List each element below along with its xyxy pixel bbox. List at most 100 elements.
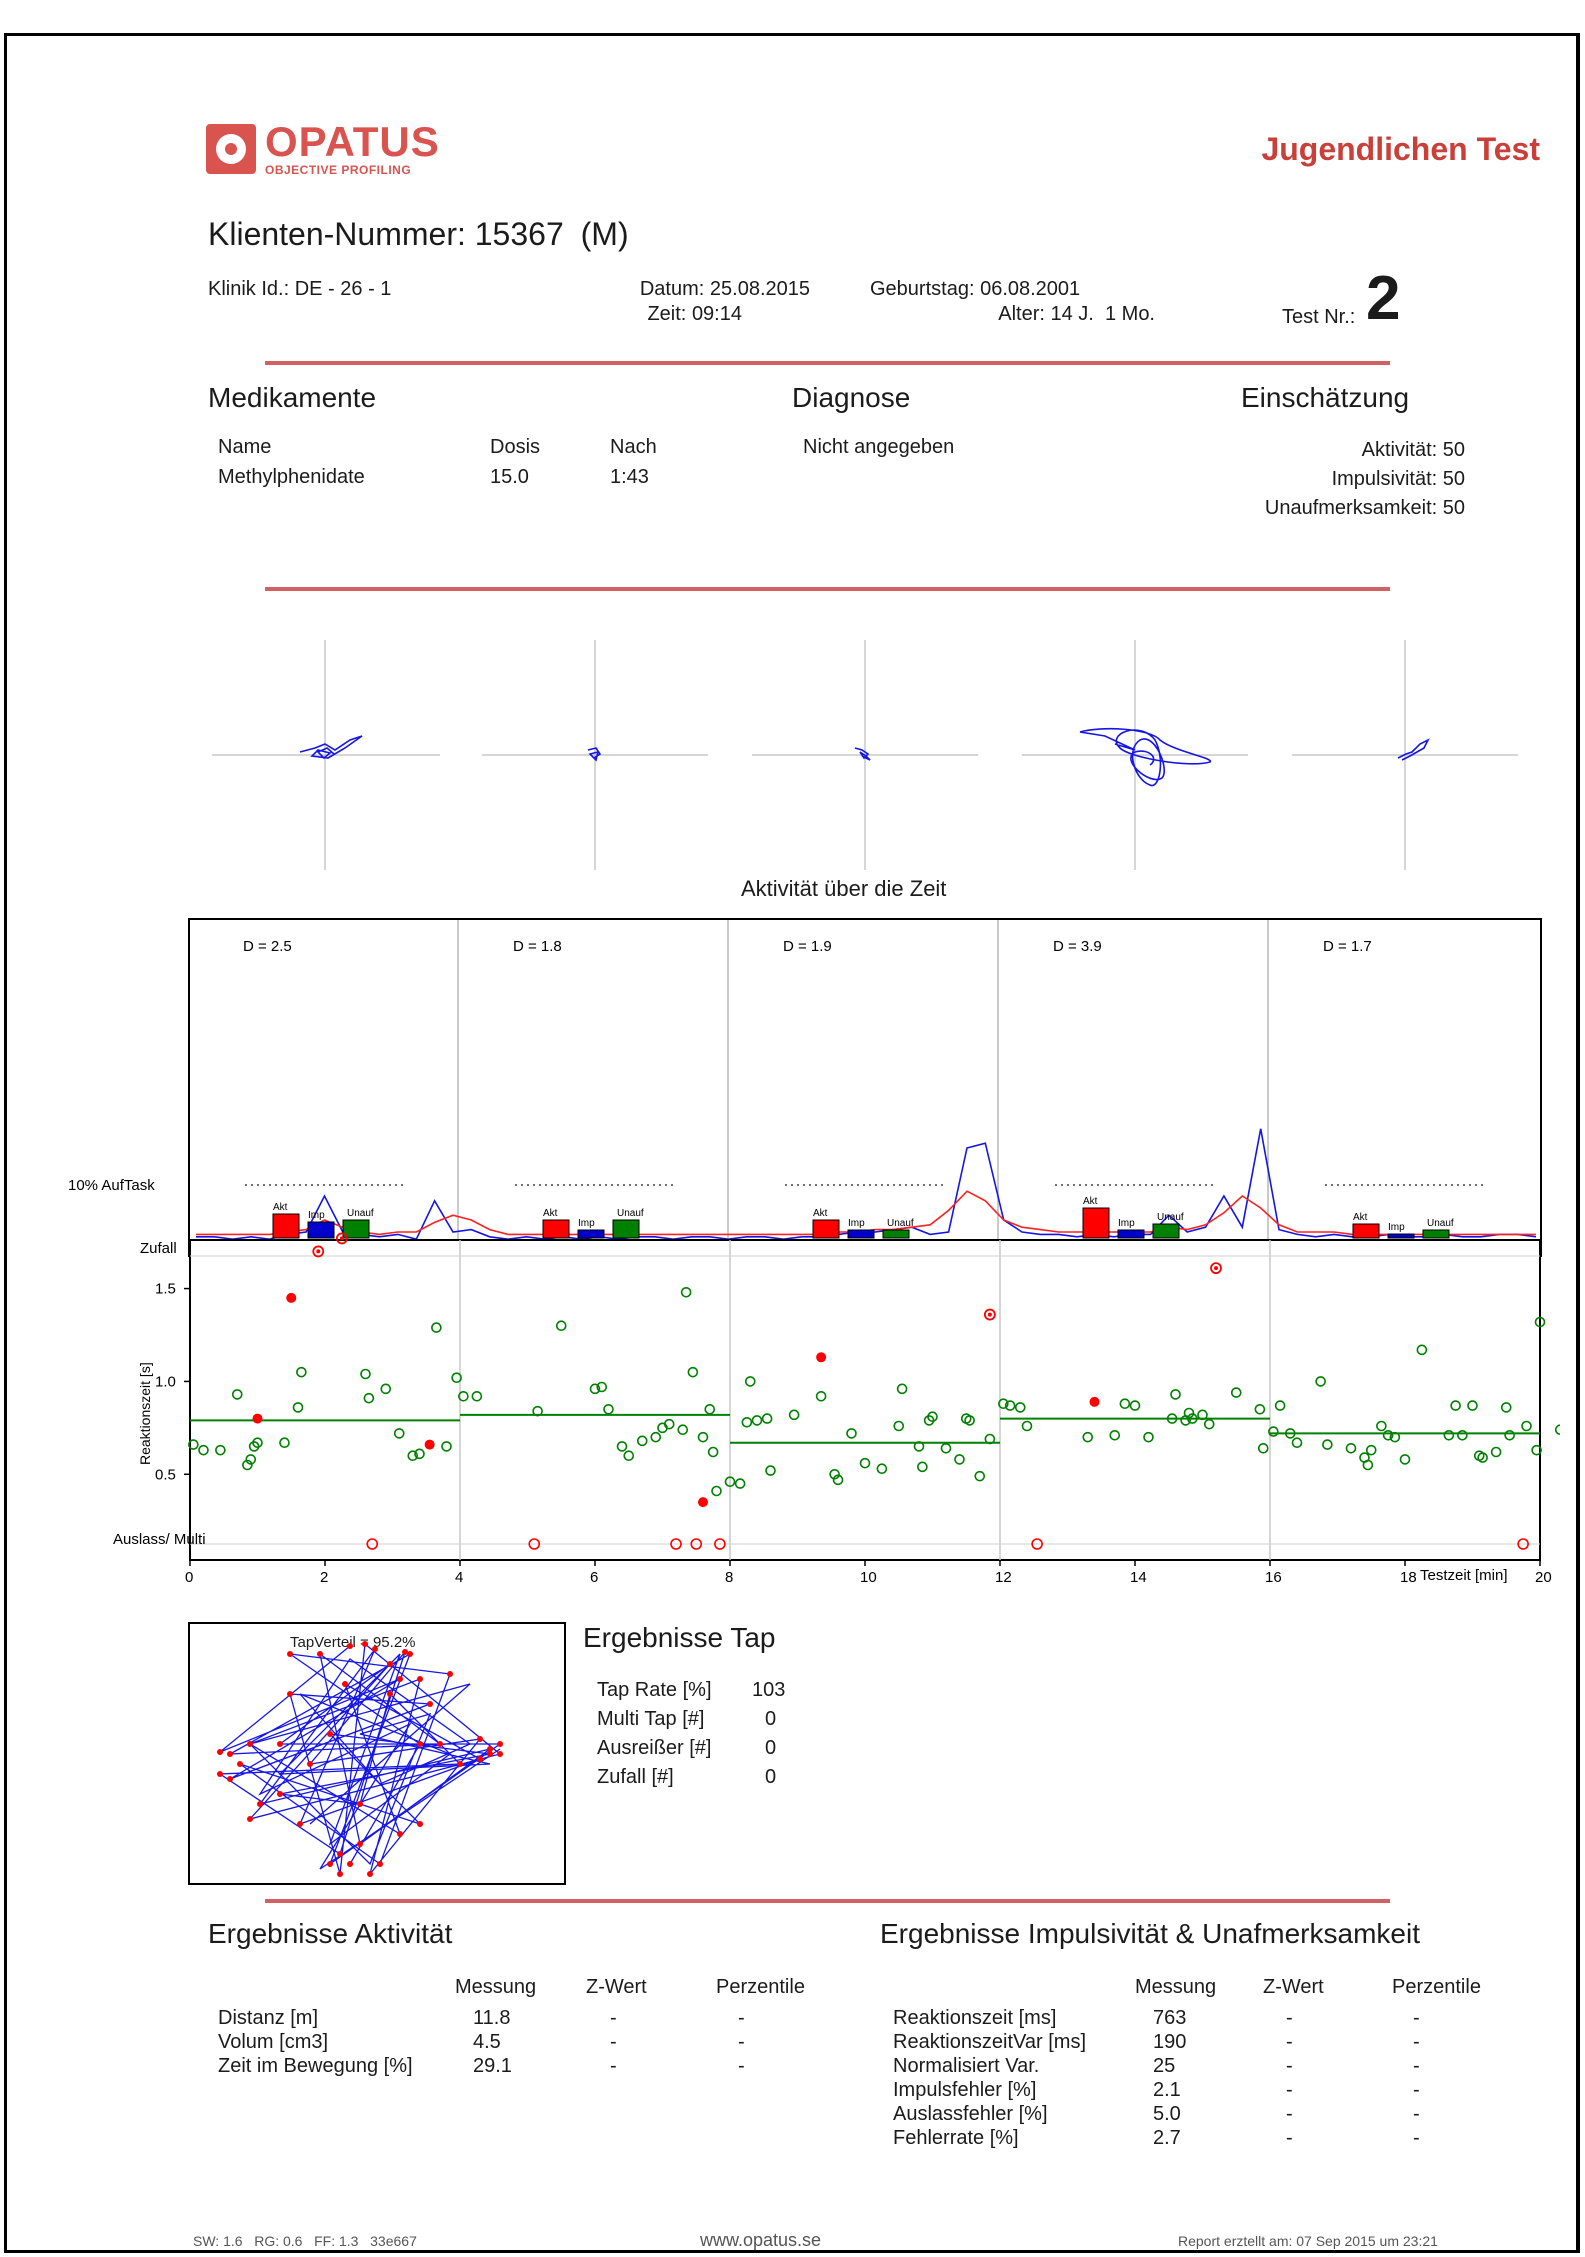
correct-response-point xyxy=(1376,1420,1387,1432)
tap-point xyxy=(417,1741,423,1747)
date-value: 25.08.2015 xyxy=(709,278,810,300)
impulse-error-point xyxy=(252,1413,263,1424)
brand-subtitle: OBJECTIVE PROFILING xyxy=(265,163,412,177)
assessment-value: 50 xyxy=(1442,439,1465,461)
assessment-value: 50 xyxy=(1442,497,1465,519)
correct-response-point xyxy=(829,1468,840,1480)
correct-response-point xyxy=(363,1392,375,1404)
movement-trace xyxy=(854,747,871,761)
assessment-row: Impulsivität: 50 xyxy=(1100,465,1465,494)
x-tick-label: 10 xyxy=(860,1569,877,1585)
correct-response-point xyxy=(697,1431,709,1443)
divider xyxy=(265,1899,1390,1903)
correct-response-point xyxy=(1291,1437,1303,1449)
tap-point xyxy=(337,1871,343,1877)
tap-point xyxy=(407,1651,413,1657)
result-z-value: - xyxy=(1286,2007,1293,2029)
med-dose: 15.0 xyxy=(490,466,529,488)
result-percentile: - xyxy=(1413,2055,1420,2077)
tap-label: Zufall [#] xyxy=(597,1766,674,1788)
tap-label: Tap Rate [%] xyxy=(597,1679,712,1701)
correct-response-point xyxy=(451,1372,462,1384)
omission-point xyxy=(1517,1538,1529,1550)
correct-response-point xyxy=(761,1413,773,1424)
tap-point xyxy=(317,1651,323,1657)
tap-value: 103 xyxy=(752,1679,786,1701)
bar-label: Unauf xyxy=(1427,1218,1454,1229)
correct-response-point xyxy=(998,1398,1009,1410)
result-percentile: - xyxy=(1413,2127,1420,2149)
correct-response-point xyxy=(1014,1402,1026,1413)
clinic-label: Klinik Id.: xyxy=(208,278,290,300)
assessment-row: Unaufmerksamkeit: 50 xyxy=(1100,494,1465,523)
random-response-point xyxy=(983,1308,996,1321)
movement-trace xyxy=(1079,727,1211,787)
result-measure: 11.8 xyxy=(473,2007,511,2029)
correct-response-point xyxy=(471,1390,483,1402)
correct-response-point xyxy=(893,1420,905,1432)
age-row: Alter: 14 J. 1 Mo. xyxy=(880,303,1155,326)
correct-response-point xyxy=(724,1476,736,1488)
correct-response-point xyxy=(954,1454,965,1465)
impulse-error-point xyxy=(1089,1396,1100,1407)
correct-response-point xyxy=(940,1442,952,1454)
correct-response-point xyxy=(589,1383,601,1395)
age-value: 14 J. 1 Mo. xyxy=(1050,303,1156,325)
result-z-value: - xyxy=(1286,2031,1293,2053)
tap-scatter xyxy=(217,1641,503,1877)
correct-response-point xyxy=(1187,1413,1198,1424)
correct-response-point xyxy=(680,1286,692,1298)
bar-imp xyxy=(307,1221,335,1239)
tap-point xyxy=(497,1741,503,1747)
correct-response-point xyxy=(231,1389,243,1400)
tap-point xyxy=(247,1816,253,1822)
impulse-error-point xyxy=(424,1439,435,1450)
x-tick-label: 14 xyxy=(1130,1569,1147,1585)
result-measure: 29.1 xyxy=(473,2055,512,2077)
correct-response-point xyxy=(687,1366,699,1378)
result-percentile: - xyxy=(738,2031,745,2053)
correct-response-point xyxy=(744,1376,756,1387)
activity-time-chart: D = 2.5 D = 1.8 D = 1.9 D = 3.9 D = 1.7 xyxy=(188,918,1542,1257)
tap-point xyxy=(417,1821,423,1827)
clinic-id-row: Klinik Id.: DE - 26 - 1 xyxy=(208,278,391,301)
plot-frame xyxy=(189,1239,1541,1561)
random-response-point xyxy=(1210,1262,1222,1275)
movement-trace xyxy=(587,747,602,762)
tap-point xyxy=(337,1851,343,1857)
tap-point xyxy=(342,1681,348,1687)
report-title: Jugendlichen Test xyxy=(1261,131,1540,167)
result-label: Fehlerrate [%] xyxy=(893,2127,1019,2149)
tap-point xyxy=(387,1661,393,1667)
movement-patterns xyxy=(212,640,1518,870)
medication-title: Medikamente xyxy=(208,382,377,413)
tap-point xyxy=(327,1731,333,1737)
result-measure: 2.7 xyxy=(1153,2127,1181,2149)
impulse-error-point xyxy=(816,1352,827,1363)
result-label: Reaktionszeit [ms] xyxy=(893,2007,1057,2029)
client-number: 15367 xyxy=(474,216,564,252)
bar-label: Akt xyxy=(1083,1196,1098,1207)
opatus-logo-icon xyxy=(206,124,256,174)
correct-response-point xyxy=(215,1444,226,1456)
diagnosis-value: Nicht angegeben xyxy=(803,436,955,458)
correct-response-point xyxy=(636,1435,648,1447)
correct-response-point xyxy=(1315,1376,1326,1387)
tap-point xyxy=(297,1821,303,1827)
correct-response-point xyxy=(1129,1400,1141,1411)
correct-response-point xyxy=(846,1428,857,1439)
tap-label: Ausreißer [#] xyxy=(597,1737,712,1759)
tap-scatter-panel: TapVerteil = 95.2% xyxy=(188,1622,566,1885)
correct-response-point xyxy=(603,1403,614,1415)
segment-label: D = 1.8 xyxy=(513,938,562,955)
tap-point xyxy=(402,1649,408,1655)
correct-response-point xyxy=(1443,1429,1455,1441)
result-label: Normalisiert Var. xyxy=(893,2055,1040,2077)
result-z-value: - xyxy=(1286,2079,1293,2101)
top-label: 10% AufTask xyxy=(68,1177,155,1194)
bar-unauf xyxy=(882,1229,910,1239)
correct-response-point xyxy=(1416,1344,1428,1356)
footer-report-date: Report erztellt am: 07 Sep 2015 um 23:21 xyxy=(1178,2233,1438,2249)
bar-akt xyxy=(272,1213,300,1239)
impulse-results-title: Ergebnisse Impulsivität & Unafmerksamkei… xyxy=(880,1918,1420,1949)
